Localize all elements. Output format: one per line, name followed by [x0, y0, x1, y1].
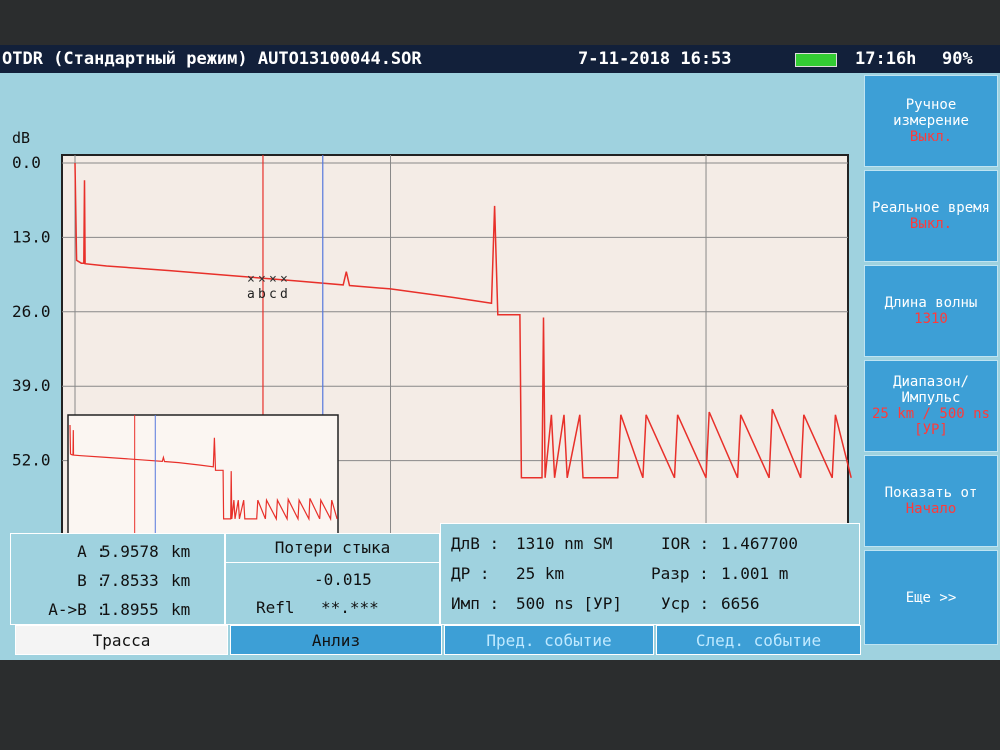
battery-time: 17:16h	[855, 49, 917, 69]
side-label: Ручное измерение	[893, 97, 969, 129]
cursor-panel: A : 5.9578 km B : 7.8533 km A->B : 1.895…	[10, 533, 225, 625]
tab[interactable]: Трасса	[15, 625, 228, 655]
battery: 90%	[942, 49, 973, 69]
param-value: 1.001 m	[721, 564, 789, 583]
side-value: 25 km / 500 ns [УР]	[871, 406, 990, 438]
event-label: d	[280, 287, 288, 302]
side-label: Диапазон/ Импульс	[893, 374, 969, 406]
cursor-value: 7.8533	[101, 571, 159, 590]
param-value: 25 km	[516, 564, 565, 583]
event-marker: ×	[280, 272, 288, 287]
loss-panel: Потери стыка -0.015 Refl **.***	[225, 533, 440, 625]
side-value: 1310	[914, 311, 948, 327]
side-button[interactable]: Диапазон/ Импульс 25 km / 500 ns [УР]	[864, 360, 998, 452]
event-marker: ×	[258, 272, 266, 287]
y-axis-label: dB	[12, 129, 30, 147]
param-value: 500 ns [УР]	[516, 594, 622, 613]
title: OTDR (Стандартный режим) AUTO13100044.SO…	[2, 49, 422, 69]
tab[interactable]: След. событие	[656, 625, 861, 655]
side-button[interactable]: Показать от Начало	[864, 455, 998, 547]
plot: dBkm0.013.026.039.052.001020×a×b×c×d	[12, 129, 852, 542]
y-tick-label: 26.0	[12, 302, 51, 321]
inset-trace	[69, 424, 338, 522]
param-label: Уср :	[661, 594, 710, 613]
event-label: c	[269, 287, 277, 302]
cursor-unit: km	[171, 600, 191, 619]
param-value: 1310 nm SM	[516, 534, 613, 553]
tab[interactable]: Пред. событие	[444, 625, 654, 655]
event-label: a	[247, 287, 255, 302]
refl-value: **.***	[321, 598, 379, 617]
params-panel: ДлВ : 1310 nm SM ДР : 25 km Имп : 500 ns…	[440, 523, 860, 625]
event-marker: ×	[269, 272, 277, 287]
param-label: Имп :	[451, 594, 500, 613]
side-value: Выкл.	[909, 129, 953, 145]
tab[interactable]: Анлиз	[230, 625, 442, 655]
y-tick-label: 13.0	[12, 227, 51, 246]
datetime: 7-11-2018 16:53	[578, 49, 732, 69]
param-value: 6656	[721, 594, 760, 613]
header: OTDR (Стандартный режим) AUTO13100044.SO…	[0, 45, 1000, 73]
cursor-label: A->B :	[48, 600, 106, 619]
refl-label: Refl	[256, 598, 295, 617]
param-label: IOR :	[661, 534, 710, 553]
battery-icon	[795, 53, 837, 67]
cursor-unit: km	[171, 542, 191, 561]
side-button[interactable]: Реальное время Выкл.	[864, 170, 998, 262]
side-label: Показать от	[884, 485, 978, 501]
side-label: Длина волны	[884, 295, 978, 311]
param-value: 1.467700	[721, 534, 799, 553]
param-label: ДлВ :	[451, 534, 500, 553]
param-label: ДР :	[451, 564, 490, 583]
y-tick-label: 39.0	[12, 376, 51, 395]
trace	[74, 162, 852, 479]
loss-title: Потери стыка	[226, 534, 439, 563]
side-button[interactable]: Еще >>	[864, 550, 998, 645]
loss-value: -0.015	[314, 570, 372, 589]
side-label: Реальное время	[871, 200, 990, 216]
event-marker: ×	[247, 272, 255, 287]
inset	[67, 414, 339, 542]
cursor-label: A :	[77, 542, 106, 561]
cursor-value: 5.9578	[101, 542, 159, 561]
side-value: Выкл.	[909, 216, 953, 232]
y-tick-label: 0.0	[12, 153, 41, 172]
cursor-unit: km	[171, 571, 191, 590]
cursor-label: B :	[77, 571, 106, 590]
screen: OTDR (Стандартный режим) AUTO13100044.SO…	[0, 45, 1000, 660]
y-tick-label: 52.0	[12, 451, 51, 470]
side-button[interactable]: Длина волны 1310	[864, 265, 998, 357]
side-value: Начало	[905, 501, 957, 517]
event-label: b	[258, 287, 266, 302]
side-button[interactable]: Ручное измерение Выкл.	[864, 75, 998, 167]
param-label: Разр :	[651, 564, 709, 583]
cursor-value: 1.8955	[101, 600, 159, 619]
side-label: Еще >>	[905, 589, 957, 606]
